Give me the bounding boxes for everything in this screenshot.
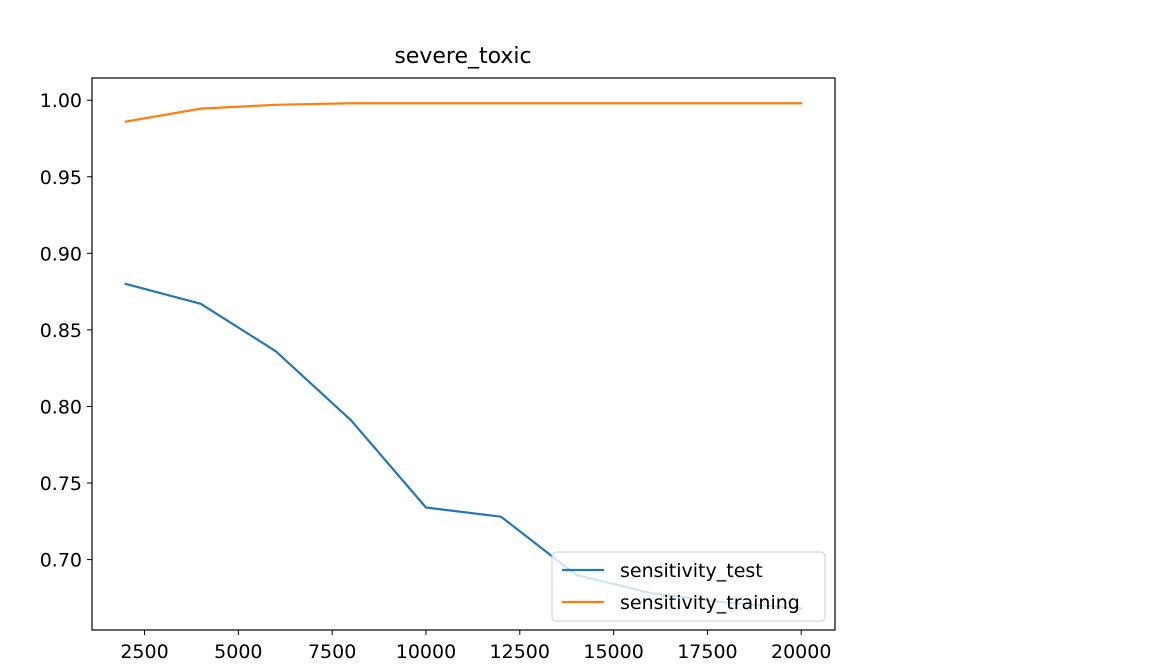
x-tick-label: 15000 [583,641,643,663]
x-tick-label: 17500 [677,641,737,663]
x-tick-label: 5000 [214,641,262,663]
series-line-sensitivity-training [124,102,803,123]
y-axis: 0.70 0.75 0.80 0.85 0.90 0.95 1.00 [40,90,92,572]
x-tick-label: 2500 [120,641,168,663]
y-tick-label: 0.90 [40,243,82,265]
y-tick-label: 0.85 [40,320,82,342]
x-axis: 2500 5000 7500 10000 12500 15000 17500 20000 [120,630,831,663]
x-tick-label: 10000 [396,641,456,663]
y-tick-label: 1.00 [40,90,82,112]
plot-area-frame [91,77,836,631]
legend-label-sensitivity-test: sensitivity_test [620,560,763,582]
legend-label-sensitivity-training: sensitivity_training [620,592,800,614]
y-tick-label: 0.95 [40,167,82,189]
x-tick-label: 20000 [771,641,831,663]
x-tick-label: 7500 [308,641,356,663]
y-tick-label: 0.70 [40,550,82,572]
legend-frame [551,551,826,622]
legend: sensitivity_test sensitivity_training [551,551,826,622]
x-tick-label: 12500 [490,641,550,663]
chart-title: severe_toxic [394,44,531,69]
y-tick-label: 0.80 [40,396,82,418]
series-layer [124,102,803,610]
y-tick-label: 0.75 [40,473,82,495]
